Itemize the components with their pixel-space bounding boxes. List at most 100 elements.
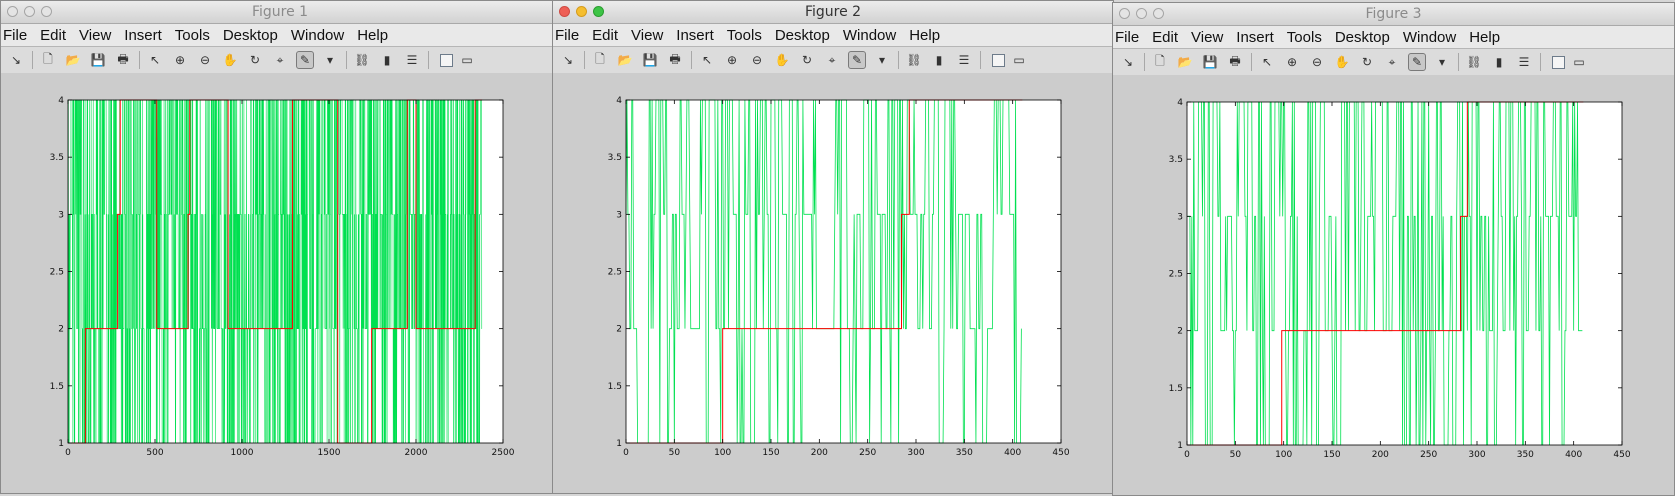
title-bar[interactable]: Figure 1 xyxy=(1,1,559,24)
menu-edit[interactable]: Edit xyxy=(40,26,67,44)
menu-desktop[interactable]: Desktop xyxy=(222,26,278,44)
link-plot-icon[interactable]: ⛓ xyxy=(1466,55,1482,69)
menu-desktop[interactable]: Desktop xyxy=(1334,28,1390,46)
menu-file[interactable]: File xyxy=(1115,28,1140,46)
close-icon[interactable] xyxy=(1119,8,1130,19)
save-icon[interactable]: 💾 xyxy=(1202,55,1218,69)
data-cursor-icon[interactable]: ⌖ xyxy=(276,52,284,67)
save-icon[interactable]: 💾 xyxy=(642,53,658,67)
figure-toolbar: ↘ 🗋 📂 💾 🖶 ↖ ⊕ ⊖ ✋ ↻ ⌖ ✎ ▾ ⛓ ▮ ☰ ▭ xyxy=(1,47,559,74)
print-icon[interactable]: 🖶 xyxy=(669,51,681,66)
data-cursor-icon[interactable]: ⌖ xyxy=(828,52,836,67)
data-cursor-icon[interactable]: ⌖ xyxy=(1388,54,1396,69)
y-tick-label: 2 xyxy=(1177,327,1183,337)
figure-window-2[interactable]: Figure 2 File Edit View Insert Tools Des… xyxy=(552,0,1114,494)
dropdown-arrow-icon[interactable]: ▾ xyxy=(1438,55,1446,69)
rotate-3d-icon[interactable]: ↻ xyxy=(249,53,261,67)
dropdown-arrow-icon[interactable]: ▾ xyxy=(326,53,334,67)
menu-tools[interactable]: Tools xyxy=(726,26,762,44)
figure-window-1[interactable]: Figure 1 File Edit View Insert Tools Des… xyxy=(0,0,560,494)
open-icon[interactable]: 📂 xyxy=(1177,55,1193,69)
menu-help[interactable]: Help xyxy=(1469,28,1501,46)
rotate-3d-icon[interactable]: ↻ xyxy=(1361,55,1373,69)
zoom-in-icon[interactable]: ⊕ xyxy=(1286,55,1298,69)
plot-svg[interactable]: 0 50 100 150 200 250 300 350 400 450 1 1.5 2 2.5 3 3.5 4 xyxy=(1113,75,1675,496)
minimize-icon[interactable] xyxy=(576,6,587,17)
new-figure-icon[interactable]: 🗋 xyxy=(1155,53,1165,68)
menu-help[interactable]: Help xyxy=(909,26,941,44)
pan-hand-icon[interactable]: ✋ xyxy=(222,53,238,67)
link-plot-icon[interactable]: ⛓ xyxy=(906,53,922,67)
menu-window[interactable]: Window xyxy=(290,26,345,44)
zoom-out-icon[interactable]: ⊖ xyxy=(751,53,763,67)
x-tick-label: 2500 xyxy=(492,448,515,458)
close-icon[interactable] xyxy=(559,6,570,17)
pan-hand-icon[interactable]: ✋ xyxy=(774,53,790,67)
show-plot-tools-icon[interactable]: ▭ xyxy=(461,53,473,67)
close-icon[interactable] xyxy=(7,6,18,17)
legend-icon[interactable]: ☰ xyxy=(958,53,970,67)
colorbar-icon[interactable]: ▮ xyxy=(383,53,391,67)
menu-view[interactable]: View xyxy=(1191,28,1224,46)
menu-file[interactable]: File xyxy=(3,26,28,44)
zoom-out-icon[interactable]: ⊖ xyxy=(199,53,211,67)
pan-hand-icon[interactable]: ✋ xyxy=(1334,55,1350,69)
arrow-icon[interactable]: ↘ xyxy=(10,53,22,67)
minimize-icon[interactable] xyxy=(24,6,35,17)
save-icon[interactable]: 💾 xyxy=(90,53,106,67)
series-line-red xyxy=(1187,101,1584,446)
new-figure-icon[interactable]: 🗋 xyxy=(43,51,53,66)
rotate-3d-icon[interactable]: ↻ xyxy=(801,53,813,67)
arrow-icon[interactable]: ↘ xyxy=(562,53,574,67)
zoom-out-icon[interactable]: ⊖ xyxy=(1311,55,1323,69)
title-bar[interactable]: Figure 3 xyxy=(1113,3,1674,26)
brush-icon[interactable]: ✎ xyxy=(296,51,314,69)
menu-view[interactable]: View xyxy=(631,26,664,44)
figure-window-3[interactable]: Figure 3 File Edit View Insert Tools Des… xyxy=(1112,2,1675,496)
select-pointer-icon[interactable]: ↖ xyxy=(149,53,161,67)
show-plot-tools-icon[interactable]: ▭ xyxy=(1013,53,1025,67)
zoom-icon[interactable] xyxy=(1153,8,1164,19)
hide-plot-tools-icon[interactable] xyxy=(440,53,453,67)
menu-edit[interactable]: Edit xyxy=(1152,28,1179,46)
print-icon[interactable]: 🖶 xyxy=(1229,53,1241,68)
zoom-in-icon[interactable]: ⊕ xyxy=(174,53,186,67)
dropdown-arrow-icon[interactable]: ▾ xyxy=(878,53,886,67)
zoom-icon[interactable] xyxy=(593,6,604,17)
open-icon[interactable]: 📂 xyxy=(65,53,81,67)
open-icon[interactable]: 📂 xyxy=(617,53,633,67)
brush-icon[interactable]: ✎ xyxy=(848,51,866,69)
plot-svg[interactable]: 0 500 1000 1500 2000 2500 1 1.5 2 2.5 3 3.5 4 xyxy=(1,73,560,494)
plot-svg[interactable]: 0 50 100 150 200 250 300 350 400 450 1 1.5 2 2.5 3 3.5 4 xyxy=(553,73,1114,494)
select-pointer-icon[interactable]: ↖ xyxy=(1261,55,1273,69)
menu-window[interactable]: Window xyxy=(842,26,897,44)
menu-window[interactable]: Window xyxy=(1402,28,1457,46)
link-plot-icon[interactable]: ⛓ xyxy=(354,53,370,67)
menu-tools[interactable]: Tools xyxy=(1286,28,1322,46)
zoom-in-icon[interactable]: ⊕ xyxy=(726,53,738,67)
menu-file[interactable]: File xyxy=(555,26,580,44)
minimize-icon[interactable] xyxy=(1136,8,1147,19)
menu-insert[interactable]: Insert xyxy=(676,26,714,44)
legend-icon[interactable]: ☰ xyxy=(1518,55,1530,69)
title-bar[interactable]: Figure 2 xyxy=(553,1,1113,24)
menu-insert[interactable]: Insert xyxy=(1236,28,1274,46)
colorbar-icon[interactable]: ▮ xyxy=(1495,55,1503,69)
zoom-icon[interactable] xyxy=(41,6,52,17)
menu-edit[interactable]: Edit xyxy=(592,26,619,44)
hide-plot-tools-icon[interactable] xyxy=(1552,55,1565,69)
menu-tools[interactable]: Tools xyxy=(174,26,210,44)
hide-plot-tools-icon[interactable] xyxy=(992,53,1005,67)
menu-view[interactable]: View xyxy=(79,26,112,44)
new-figure-icon[interactable]: 🗋 xyxy=(595,51,605,66)
menu-insert[interactable]: Insert xyxy=(124,26,162,44)
colorbar-icon[interactable]: ▮ xyxy=(935,53,943,67)
brush-icon[interactable]: ✎ xyxy=(1408,53,1426,71)
select-pointer-icon[interactable]: ↖ xyxy=(701,53,713,67)
print-icon[interactable]: 🖶 xyxy=(117,51,129,66)
arrow-icon[interactable]: ↘ xyxy=(1122,55,1134,69)
legend-icon[interactable]: ☰ xyxy=(406,53,418,67)
menu-desktop[interactable]: Desktop xyxy=(774,26,830,44)
menu-help[interactable]: Help xyxy=(357,26,389,44)
show-plot-tools-icon[interactable]: ▭ xyxy=(1573,55,1585,69)
